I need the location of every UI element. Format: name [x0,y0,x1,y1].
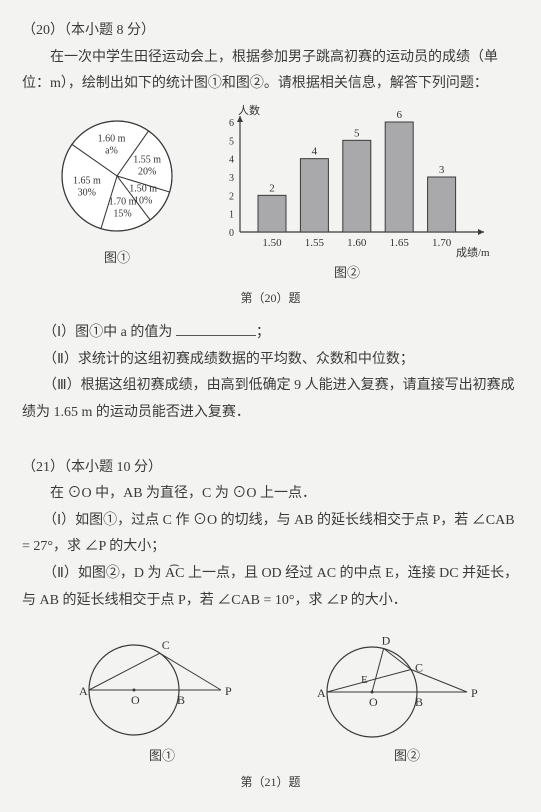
bar-chart: 1 2 3 4 5 6 人数成绩/m 0 2 1.50 4 1.55 5 1.60 6 1.65 3 1.70 [202,104,492,259]
q20-i-text: （Ⅰ）图①中 a 的值为 [50,325,176,340]
svg-text:3: 3 [229,173,234,184]
svg-text:1: 1 [229,209,234,220]
bar-wrap: 1 2 3 4 5 6 人数成绩/m 0 2 1.50 4 1.55 5 1.60 6 1.65 3 1.70 图… [202,104,492,286]
pie-caption: 图① [42,246,192,271]
q21-heading: （21）（本小题 10 分） [22,455,519,482]
svg-text:30%: 30% [78,187,96,198]
q20-mid-caption: 第（20）题 [22,287,519,310]
svg-text:3: 3 [439,164,445,176]
q21-mid-caption: 第（21）题 [22,771,519,794]
svg-text:A: A [317,686,326,700]
q20-iii: （Ⅲ）根据这组初赛成绩，由高到低确定 9 人能进入复赛，请直接写出初赛成绩为 1… [22,373,519,426]
q20-iii-text: （Ⅲ）根据这组初赛成绩，由高到低确定 9 人能进入复赛，请直接写出初赛成绩为 1… [22,378,515,420]
svg-text:1.50 m: 1.50 m [129,183,157,194]
bar-caption: 图② [202,261,492,286]
svg-text:D: D [382,634,391,648]
q21-p2: （Ⅰ）如图①，过点 C 作 ⊙O 的切线，与 AB 的延长线相交于点 P，若 ∠… [22,508,519,561]
q20-i: （Ⅰ）图①中 a 的值为 ； [22,320,519,347]
svg-text:P: P [225,684,232,698]
svg-text:B: B [415,695,423,709]
svg-text:1.70: 1.70 [432,237,452,249]
svg-text:1.60 m: 1.60 m [98,133,126,144]
svg-text:6: 6 [229,118,234,129]
svg-text:15%: 15% [113,208,131,219]
svg-text:1.50: 1.50 [262,237,282,249]
q21-p3: （Ⅱ）如图②，D 为 A͡C 上一点，且 OD 经过 AC 的中点 E，连接 D… [22,561,519,614]
circle2-caption: 图② [312,744,502,769]
pie-wrap: 1.60 ma%1.55 m20%1.50 m10%1.70 m15%1.65 … [42,104,192,271]
svg-text:1.65 m: 1.65 m [73,175,101,186]
q20-p1: 在一次中学生田径运动会上，根据参加男子跳高初赛的运动员的成绩（单位：m），绘制出… [22,45,519,98]
svg-text:人数: 人数 [238,104,260,117]
svg-text:1.55 m: 1.55 m [133,154,161,165]
circle-fig1: A O B C P [72,622,252,742]
svg-text:5: 5 [229,136,234,147]
q20-figures-row: 1.60 ma%1.55 m20%1.50 m10%1.70 m15%1.65 … [42,104,519,286]
q20-i-tail: ； [256,325,270,340]
svg-text:C: C [415,661,423,675]
circle-fig2: A O B C D E P [312,622,502,742]
svg-text:O: O [369,695,378,709]
svg-text:C: C [162,638,170,652]
svg-text:20%: 20% [138,166,156,177]
svg-text:1.60: 1.60 [347,237,367,249]
blank-line [176,321,256,336]
svg-text:O: O [131,693,140,707]
q21-p1: 在 ⊙O 中，AB 为直径，C 为 ⊙O 上一点． [22,481,519,508]
svg-text:2: 2 [269,182,275,194]
q20: （20）（本小题 8 分） 在一次中学生田径运动会上，根据参加男子跳高初赛的运动… [22,18,519,427]
svg-text:a%: a% [105,145,118,156]
q20-ii-text: （Ⅱ）求统计的这组初赛成绩数据的平均数、众数和中位数； [50,352,414,367]
svg-text:1.55: 1.55 [305,237,325,249]
svg-text:1.70 m: 1.70 m [109,196,137,207]
svg-text:P: P [471,686,478,700]
svg-text:B: B [177,693,185,707]
svg-text:E: E [361,674,368,686]
q20-heading: （20）（本小题 8 分） [22,18,519,45]
svg-text:5: 5 [354,127,360,139]
svg-text:4: 4 [312,145,318,157]
svg-text:2: 2 [229,191,234,202]
circle1-caption: 图① [72,744,252,769]
svg-text:A: A [79,684,88,698]
q21: （21）（本小题 10 分） 在 ⊙O 中，AB 为直径，C 为 ⊙O 上一点．… [22,455,519,794]
svg-text:6: 6 [396,109,402,121]
svg-text:4: 4 [229,154,234,165]
svg-text:成绩/m: 成绩/m [456,246,490,259]
svg-text:1.65: 1.65 [390,237,410,249]
q20-ii: （Ⅱ）求统计的这组初赛成绩数据的平均数、众数和中位数； [22,347,519,374]
svg-text:0: 0 [229,228,234,239]
pie-chart: 1.60 ma%1.55 m20%1.50 m10%1.70 m15%1.65 … [42,104,192,244]
